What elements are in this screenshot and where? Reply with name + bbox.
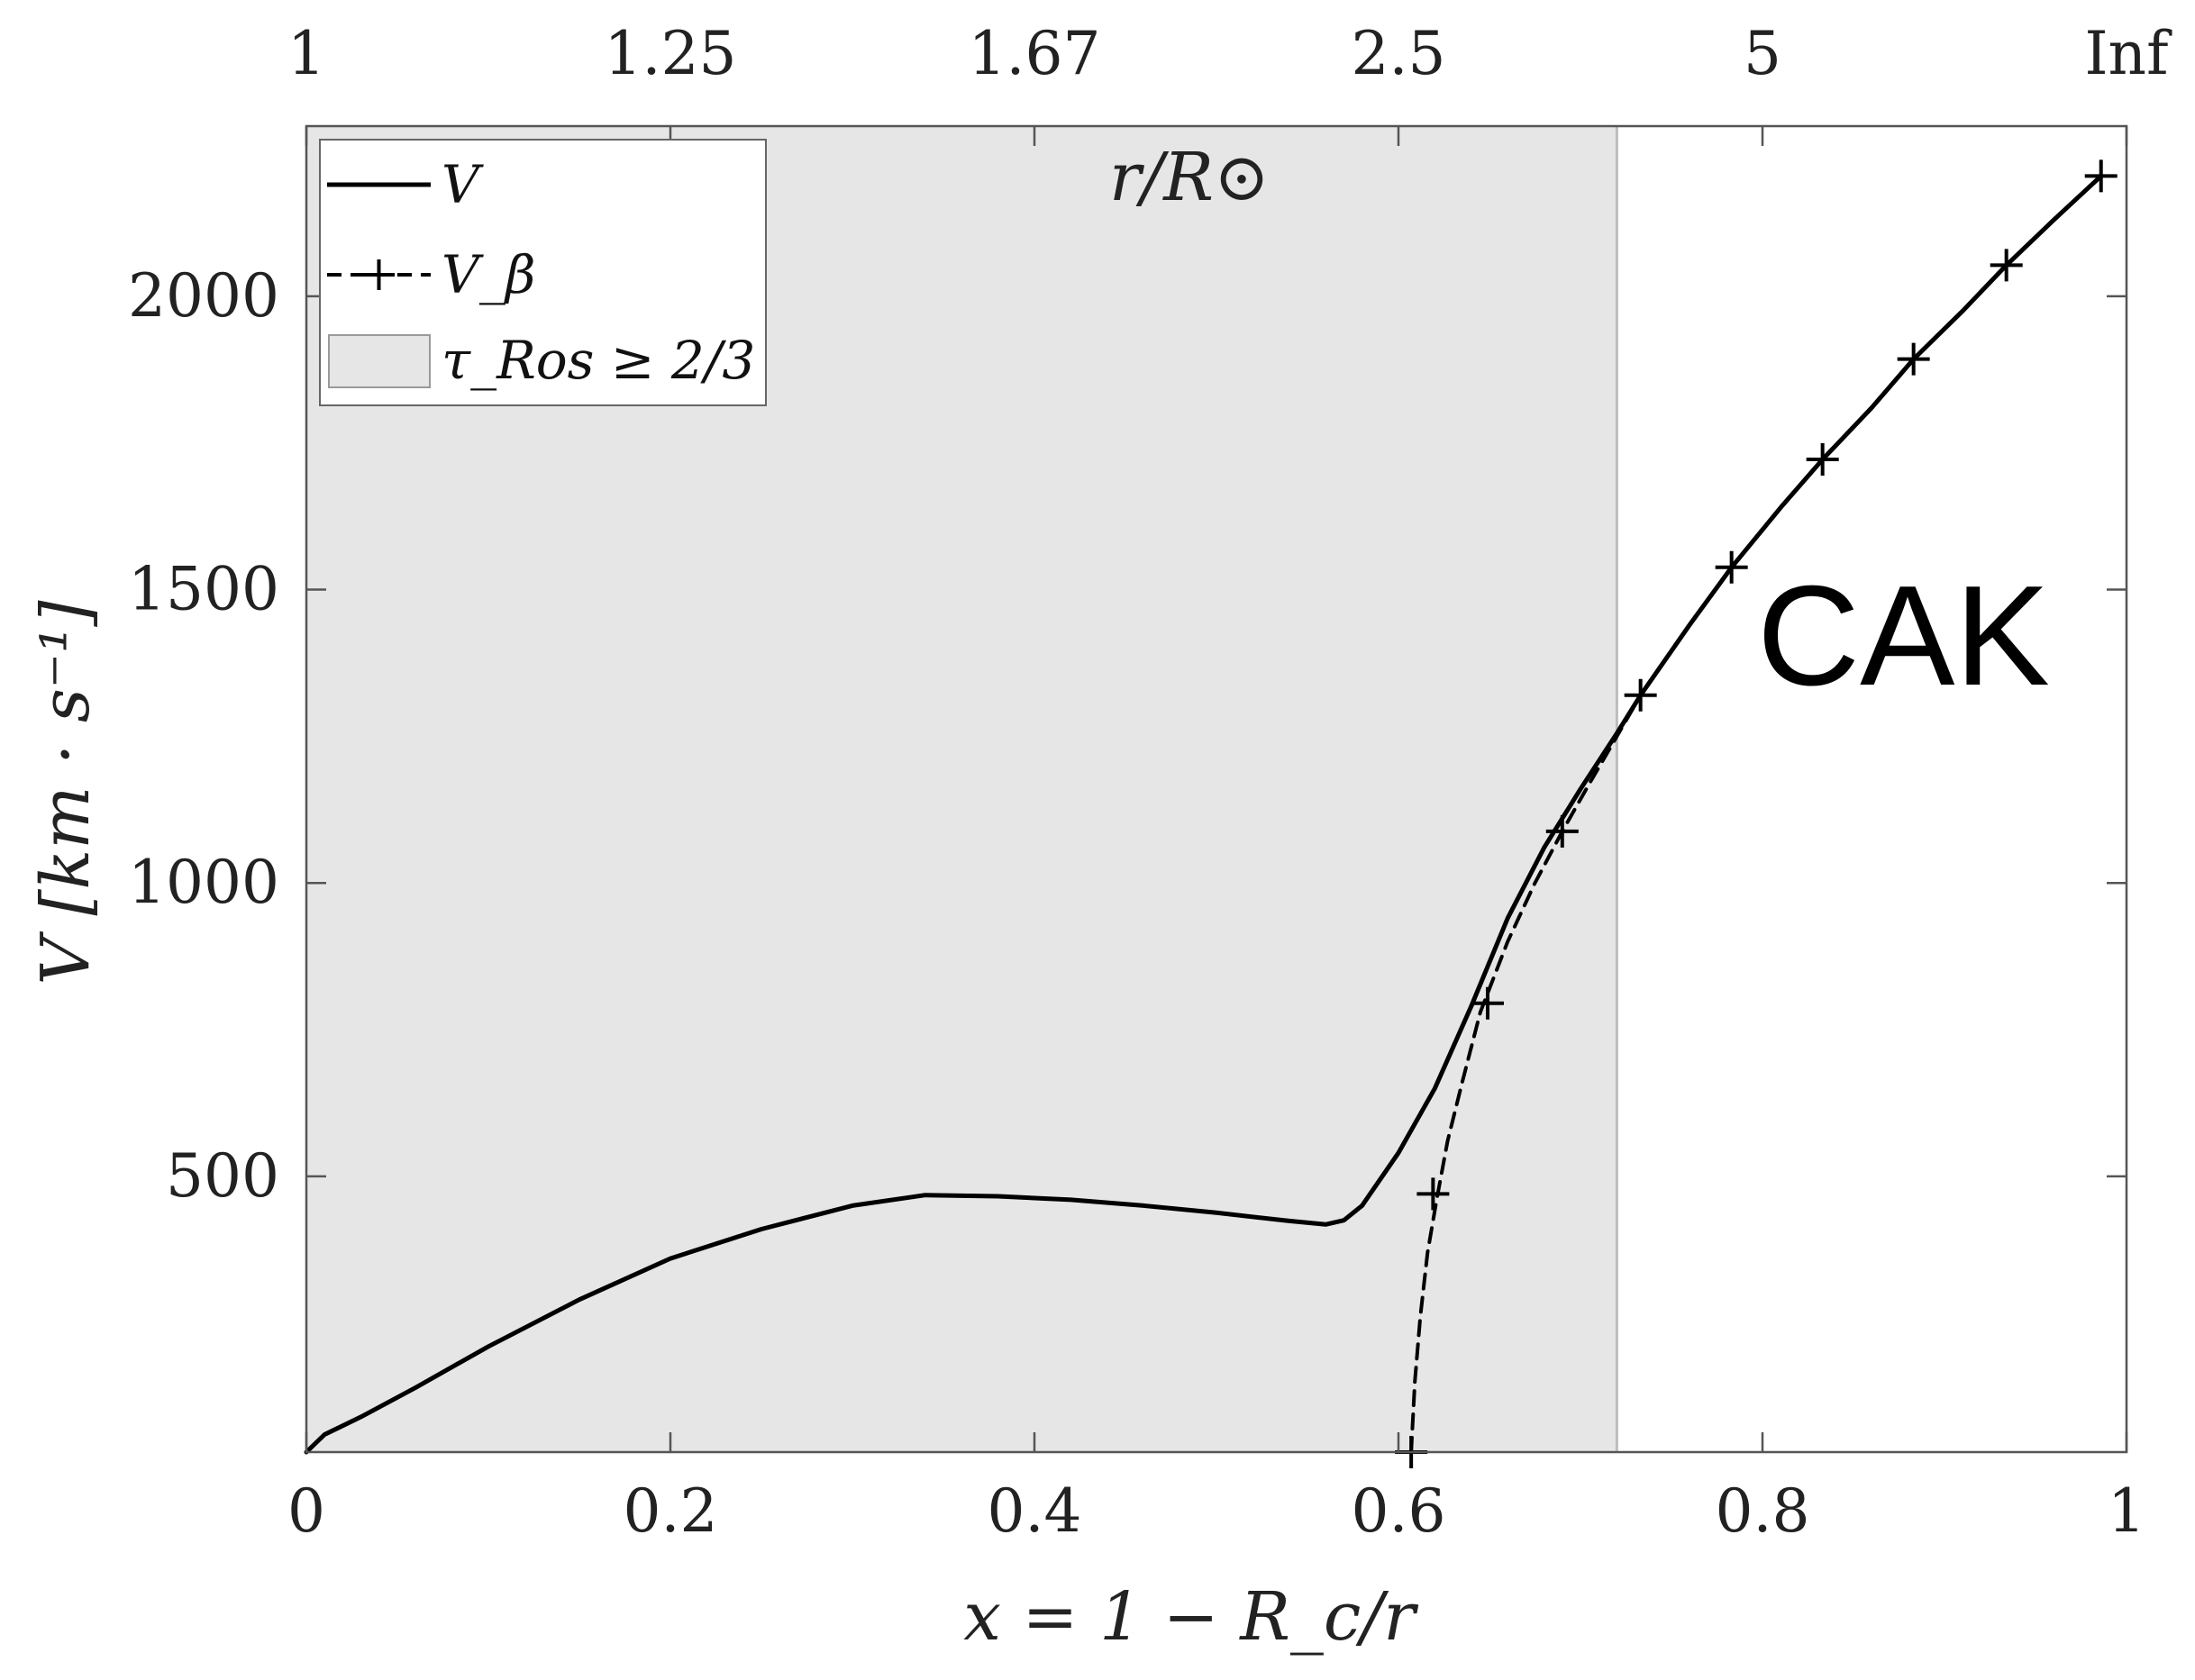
legend-label-vbeta: V_β — [442, 244, 535, 305]
v-beta-marker — [1897, 342, 1930, 376]
x-tick-label: 0.2 — [624, 1476, 718, 1546]
top-tick-label: 1 — [287, 19, 325, 88]
legend-marker-plus-icon — [363, 259, 395, 290]
top-axis-label: r/R⊙ — [1109, 139, 1270, 216]
legend-swatch-shaded — [328, 334, 431, 388]
series-layer — [304, 159, 2118, 1468]
top-tick-label: Inf — [2084, 19, 2172, 88]
v-beta-marker — [1806, 442, 1839, 476]
x-tick-label: 0 — [287, 1476, 325, 1546]
v-beta-marker — [1471, 986, 1504, 1020]
series-line-v-beta — [1409, 174, 2103, 1454]
y-tick-label: 500 — [166, 1141, 279, 1211]
plot-frame — [305, 124, 2128, 1454]
y-tick-label: 1000 — [128, 848, 279, 917]
top-tick-label: 1.67 — [969, 19, 1101, 88]
v-beta-marker — [2084, 159, 2118, 193]
legend-label-tau: τ_Ros ≥ 2/3 — [442, 330, 755, 391]
v-beta-marker — [1624, 678, 1657, 712]
x-tick-label: 0.8 — [1716, 1476, 1810, 1546]
x-axis-label: x = 1 − R_c/r — [963, 1578, 1419, 1656]
y-tick-label: 2000 — [128, 261, 279, 331]
top-tick-label: 5 — [1744, 19, 1781, 88]
top-tick-label: 1.25 — [605, 19, 737, 88]
labels-layer: 0 0.2 0.4 0.6 0.8 1 1 1.25 1.67 2.5 5 Inf 500 1000 150… — [128, 19, 2172, 1546]
v-beta-marker — [1545, 814, 1579, 848]
legend: V V_β τ_Ros ≥ 2/3 — [319, 139, 767, 406]
x-tick-label: 1 — [2108, 1476, 2145, 1546]
v-beta-marker — [1416, 1177, 1450, 1211]
x-tick-label: 0.4 — [988, 1476, 1082, 1546]
y-axis-label: V [km · s⁻¹] — [27, 600, 105, 985]
legend-label-v: V — [442, 154, 484, 215]
cak-annotation: CAK — [1757, 557, 2050, 715]
v-beta-marker — [1990, 249, 2023, 282]
top-tick-label: 2.5 — [1352, 19, 1446, 88]
y-tick-label: 1500 — [128, 555, 279, 624]
x-tick-label: 0.6 — [1352, 1476, 1446, 1546]
v-beta-marker — [1715, 550, 1748, 584]
